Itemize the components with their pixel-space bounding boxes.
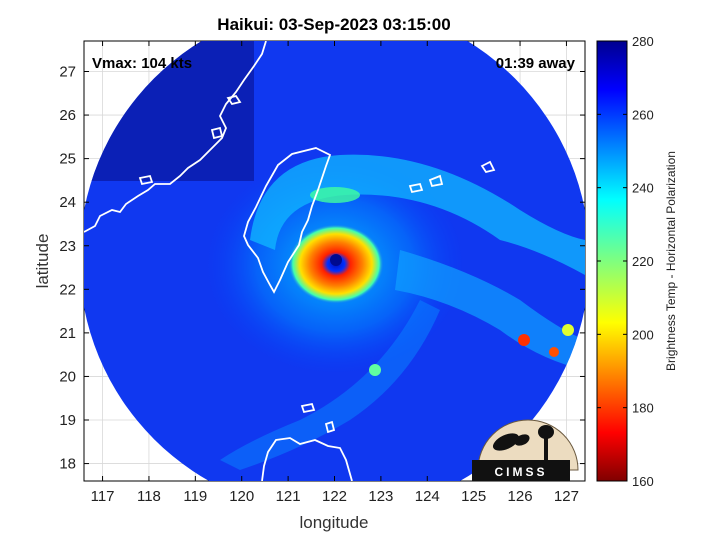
south-spiral-band bbox=[220, 300, 440, 470]
x-tick-label: 125 bbox=[461, 488, 486, 505]
convective-cell-east-3 bbox=[562, 324, 574, 336]
vmax-annotation: Vmax: 104 kts bbox=[92, 55, 192, 72]
coastline-islands-north bbox=[138, 94, 496, 194]
colorbar: 160 180 200 220 240 260 280 Brightness Temp - … bbox=[596, 34, 678, 489]
y-axis: 18 19 20 21 22 23 24 25 26 27 bbox=[59, 63, 585, 473]
colorbar-tick-label: 260 bbox=[632, 107, 654, 122]
x-tick-label: 118 bbox=[137, 488, 161, 505]
convective-band-north bbox=[310, 187, 360, 203]
storm-eye bbox=[330, 254, 342, 266]
y-tick-label: 26 bbox=[59, 107, 76, 124]
north-spiral-band bbox=[250, 154, 585, 275]
logo-tank-icon bbox=[538, 425, 554, 439]
coastlines bbox=[84, 41, 496, 481]
logo-dish-icon-small bbox=[514, 434, 530, 446]
convective-cell-east-1 bbox=[518, 334, 530, 346]
time-away-annotation: 01:39 away bbox=[496, 55, 576, 72]
x-tick-label: 127 bbox=[554, 488, 579, 505]
colorbar-tick-label: 160 bbox=[632, 474, 654, 489]
colorbar-tick-label: 200 bbox=[632, 327, 654, 342]
colorbar-gradient bbox=[596, 40, 628, 482]
y-tick-label: 23 bbox=[59, 238, 76, 255]
y-tick-label: 25 bbox=[59, 151, 76, 168]
colorbar-ticks: 160 180 200 220 240 260 280 bbox=[597, 34, 654, 489]
x-tick-label: 121 bbox=[276, 488, 301, 505]
colorbar-tick-label: 240 bbox=[632, 181, 654, 196]
x-tick-label: 123 bbox=[368, 488, 393, 505]
convective-cell-south bbox=[369, 364, 381, 376]
chart-title: Haikui: 03-Sep-2023 03:15:00 bbox=[217, 15, 450, 34]
colorbar-label: Brightness Temp - Horizontal Polarizatio… bbox=[664, 151, 678, 371]
x-tick-label: 122 bbox=[322, 488, 347, 505]
y-axis-label: latitude bbox=[33, 234, 52, 289]
coastline-china bbox=[84, 41, 267, 233]
x-axis: 117 118 119 120 121 122 123 124 125 126 127 bbox=[91, 41, 579, 505]
logo-tower-icon bbox=[544, 436, 548, 460]
x-tick-label: 124 bbox=[415, 488, 440, 505]
east-spiral-band bbox=[395, 250, 585, 370]
colorbar-tick-label: 220 bbox=[632, 254, 654, 269]
y-tick-label: 20 bbox=[59, 368, 76, 385]
coastline-islands-south bbox=[300, 402, 336, 434]
y-tick-label: 19 bbox=[59, 412, 76, 429]
y-tick-label: 18 bbox=[59, 456, 76, 473]
colorbar-tick-label: 280 bbox=[632, 34, 654, 49]
colorbar-tick-label: 180 bbox=[632, 401, 654, 416]
y-tick-label: 22 bbox=[59, 281, 76, 298]
convective-cell-east-2 bbox=[549, 347, 559, 357]
y-tick-label: 27 bbox=[59, 63, 76, 80]
x-tick-label: 117 bbox=[91, 488, 115, 505]
x-tick-label: 120 bbox=[229, 488, 254, 505]
logo-dish-icon bbox=[492, 433, 520, 451]
coastline-philippines bbox=[261, 437, 353, 481]
logo-banner bbox=[472, 460, 570, 481]
cimss-logo: CIMSS bbox=[472, 419, 579, 481]
coastline-taiwan bbox=[243, 147, 332, 294]
logo-text: CIMSS bbox=[494, 465, 547, 479]
x-tick-label: 126 bbox=[508, 488, 533, 505]
y-tick-label: 21 bbox=[59, 325, 76, 342]
x-axis-label: longitude bbox=[299, 513, 368, 532]
x-tick-label: 119 bbox=[183, 488, 207, 505]
y-tick-label: 24 bbox=[59, 194, 76, 211]
